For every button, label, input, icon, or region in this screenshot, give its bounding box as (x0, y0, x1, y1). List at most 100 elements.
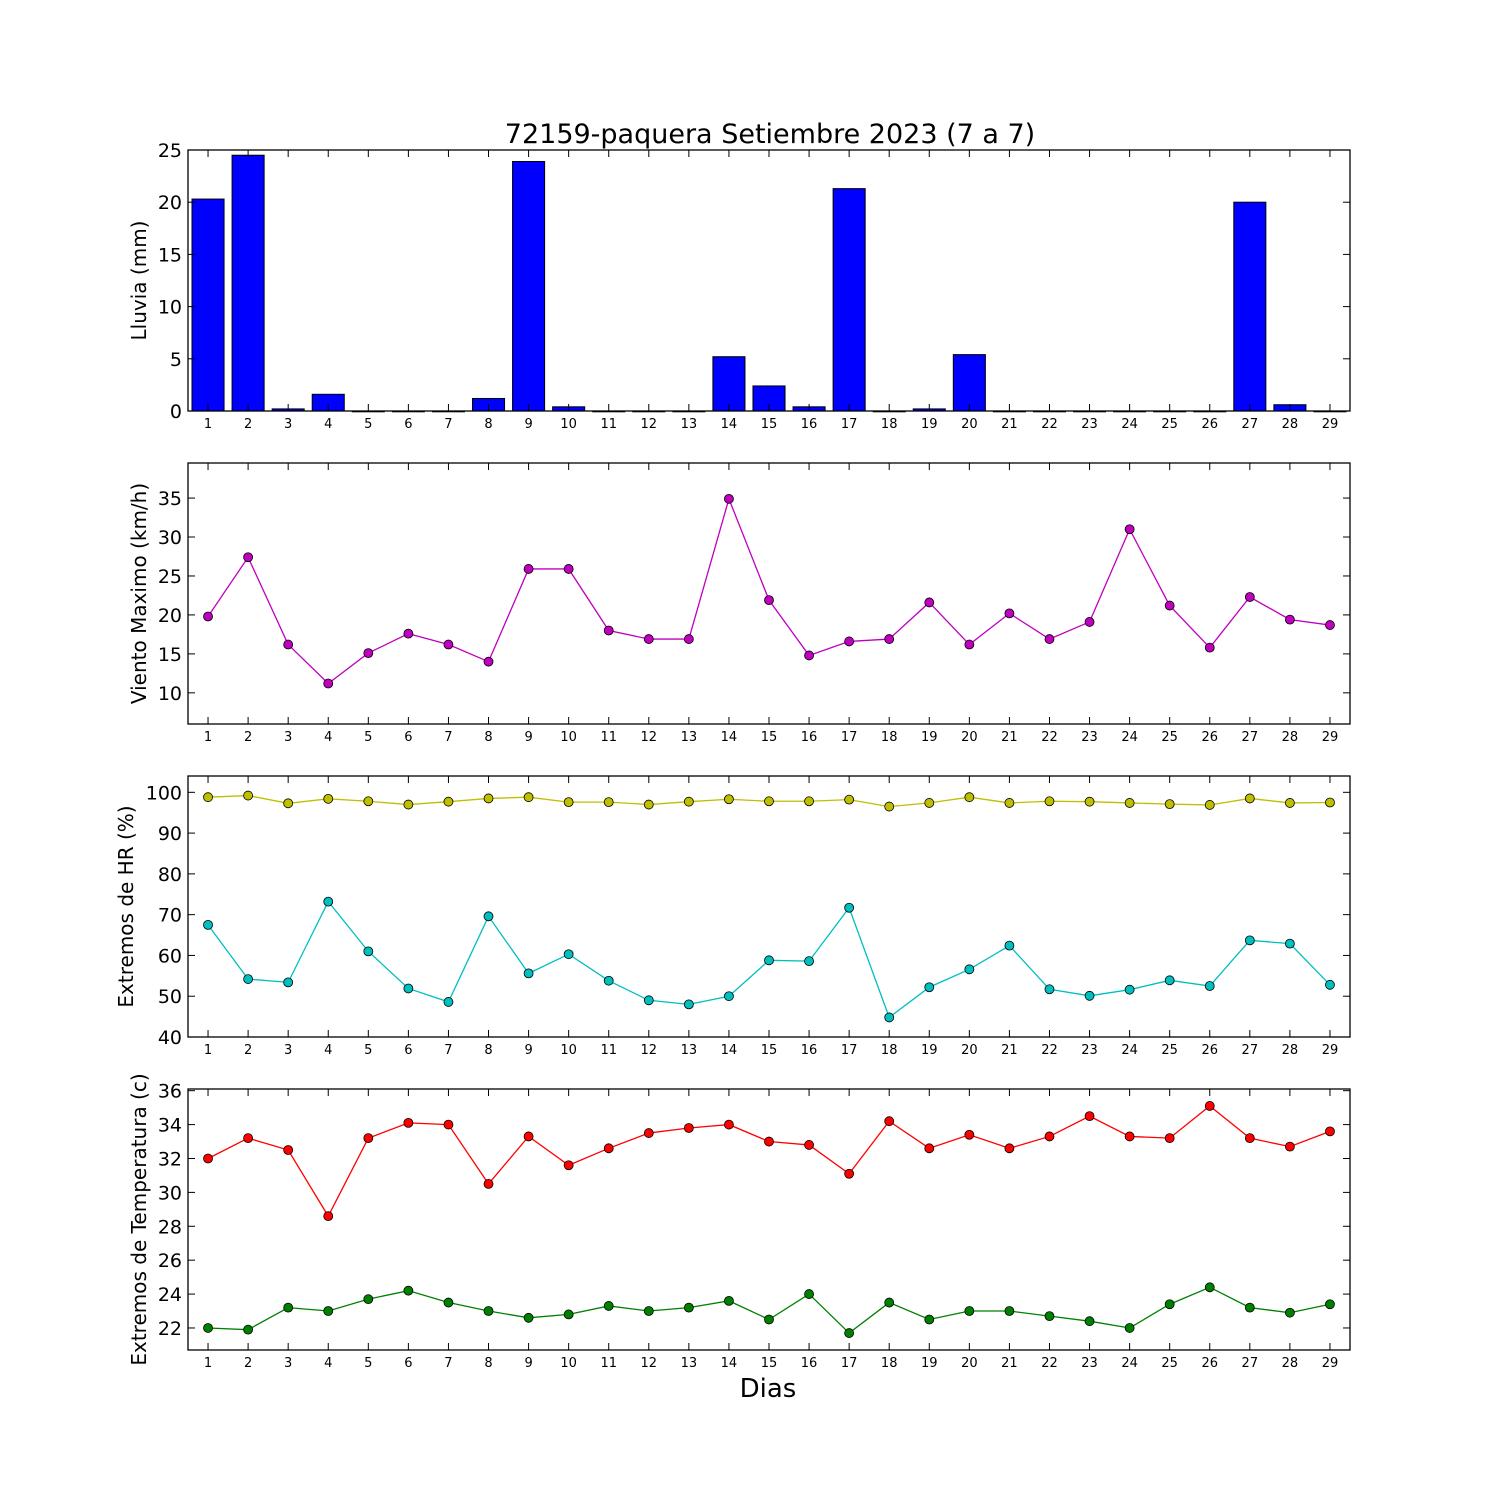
point-series-2-day-9 (523, 1312, 534, 1323)
point-series-2-day-14 (724, 1295, 734, 1306)
point-series-1-day-26 (1204, 642, 1215, 653)
point-series-1-day-12 (643, 634, 654, 644)
y-tick-label: 32 (158, 1148, 182, 1170)
x-tick-label: 17 (841, 1356, 858, 1371)
y-tick-label: 36 (158, 1081, 182, 1103)
point-series-2-day-20 (964, 964, 975, 975)
x-tick-label: 12 (641, 1356, 658, 1371)
x-tick-label: 12 (641, 417, 658, 432)
point-series-2-day-23 (1084, 990, 1095, 1001)
y-tick-label: 5 (170, 349, 182, 371)
x-tick-label: 27 (1242, 1356, 1259, 1371)
x-tick-label: 15 (761, 1043, 778, 1058)
x-tick-label: 14 (721, 417, 738, 432)
x-axis-label: Dias (740, 1374, 797, 1404)
point-series-2-day-21 (1004, 940, 1015, 951)
x-tick-label: 19 (921, 417, 938, 432)
point-series-2-day-28 (1284, 938, 1295, 949)
point-series-1-day-13 (683, 634, 694, 644)
point-series-2-day-22 (1044, 1311, 1055, 1322)
point-series-2-day-26 (1204, 981, 1215, 991)
x-tick-label: 20 (961, 417, 978, 432)
x-tick-label: 2 (244, 730, 252, 745)
bar-day-9 (512, 160, 546, 412)
x-tick-label: 19 (921, 1356, 938, 1371)
point-series-2-day-25 (1164, 975, 1175, 986)
point-series-1-day-7 (443, 796, 454, 807)
x-tick-label: 17 (841, 1043, 858, 1058)
x-tick-label: 6 (404, 417, 412, 432)
point-series-2-day-8 (483, 1306, 494, 1316)
point-series-1-day-22 (1044, 796, 1055, 807)
point-series-2-day-7 (443, 997, 454, 1007)
y-tick-label: 30 (158, 1182, 182, 1204)
point-series-2-day-16 (804, 1289, 814, 1299)
y-tick-label: 24 (158, 1284, 182, 1306)
point-series-1-day-6 (403, 1117, 414, 1128)
point-series-1-day-29 (1325, 620, 1335, 630)
y-tick-label: 50 (158, 986, 182, 1008)
point-series-2-day-5 (363, 946, 374, 957)
x-tick-label: 7 (444, 730, 452, 745)
point-series-1-day-5 (363, 648, 374, 659)
point-series-1-day-2 (243, 1133, 254, 1144)
x-tick-label: 4 (324, 1356, 332, 1371)
x-tick-label: 21 (1001, 1043, 1018, 1058)
point-series-2-day-29 (1325, 1299, 1335, 1310)
point-series-1-day-26 (1204, 800, 1215, 810)
point-series-2-day-19 (924, 1314, 935, 1325)
point-series-1-day-5 (363, 1133, 374, 1144)
x-tick-label: 12 (641, 730, 658, 745)
point-series-1-day-14 (724, 794, 734, 805)
y-tick-label: 10 (158, 297, 182, 319)
x-tick-label: 17 (841, 730, 858, 745)
x-tick-label: 6 (404, 1043, 412, 1058)
x-tick-label: 20 (961, 1043, 978, 1058)
y-tick-label: 100 (146, 782, 182, 804)
y-tick-label: 20 (158, 192, 182, 214)
x-tick-label: 13 (681, 1356, 698, 1371)
point-series-1-day-18 (884, 634, 895, 644)
point-series-2-day-15 (764, 1314, 774, 1325)
point-series-2-day-11 (603, 1301, 614, 1311)
point-series-2-day-12 (643, 995, 654, 1006)
x-tick-label: 19 (921, 1043, 938, 1058)
point-series-1-day-5 (363, 796, 374, 807)
x-tick-label: 26 (1201, 417, 1218, 432)
point-series-2-day-26 (1204, 1282, 1215, 1293)
point-series-1-day-8 (483, 656, 494, 667)
x-tick-label: 1 (204, 1043, 212, 1058)
y-tick-label: 20 (158, 605, 182, 627)
x-tick-label: 23 (1081, 730, 1098, 745)
y-tick-label: 60 (158, 945, 182, 967)
point-series-1-day-10 (563, 797, 574, 807)
x-tick-label: 6 (404, 730, 412, 745)
y-tick-label: 35 (158, 488, 182, 510)
x-tick-label: 26 (1201, 1356, 1218, 1371)
point-series-2-day-2 (243, 1324, 254, 1335)
point-series-2-day-19 (924, 982, 935, 993)
x-tick-label: 29 (1322, 730, 1339, 745)
x-tick-label: 8 (484, 417, 492, 432)
point-series-2-day-4 (323, 896, 334, 907)
point-series-1-day-14 (724, 493, 734, 504)
x-tick-label: 1 (204, 730, 212, 745)
point-series-2-day-28 (1284, 1307, 1295, 1318)
point-series-1-day-27 (1244, 793, 1255, 804)
point-series-2-day-3 (283, 1302, 294, 1313)
point-series-2-day-24 (1124, 984, 1135, 995)
x-tick-label: 16 (801, 417, 818, 432)
x-tick-label: 9 (524, 1356, 532, 1371)
point-series-1-day-1 (203, 611, 213, 622)
x-tick-label: 13 (681, 730, 698, 745)
point-series-1-day-7 (443, 1119, 454, 1130)
point-series-2-day-27 (1244, 1302, 1255, 1313)
point-series-2-day-6 (403, 1285, 414, 1296)
point-series-2-day-22 (1044, 984, 1055, 995)
x-tick-label: 4 (324, 730, 332, 745)
x-tick-label: 22 (1041, 730, 1058, 745)
x-tick-label: 18 (881, 730, 898, 745)
point-series-1-day-6 (403, 799, 414, 810)
